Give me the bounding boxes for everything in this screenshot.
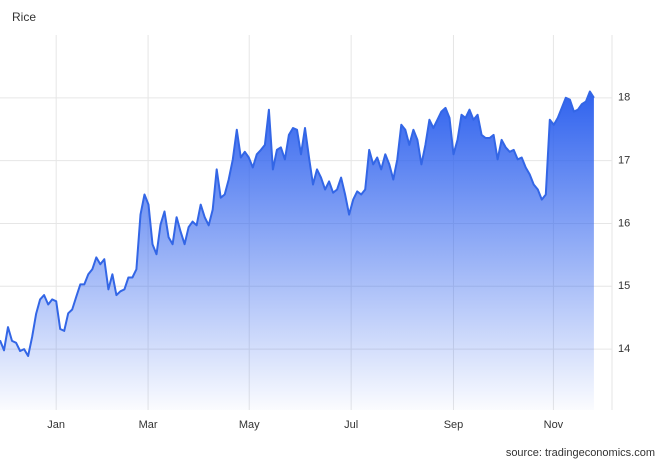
y-tick-label: 17 [618,155,630,167]
x-tick-label: May [239,419,260,431]
y-tick-label: 18 [618,92,630,104]
chart-title: Rice [12,10,36,24]
y-tick-label: 15 [618,280,630,292]
y-tick-label: 14 [618,343,630,355]
x-tick-label: Sep [444,419,464,431]
x-tick-label: Nov [544,419,564,431]
x-tick-label: Jan [47,419,65,431]
x-tick-label: Mar [139,419,158,431]
area-fill [0,91,594,410]
line [0,90,595,357]
x-tick-label: Jul [344,419,358,431]
source-note: source: tradingeconomics.com [506,447,655,459]
y-tick-label: 16 [618,217,630,229]
